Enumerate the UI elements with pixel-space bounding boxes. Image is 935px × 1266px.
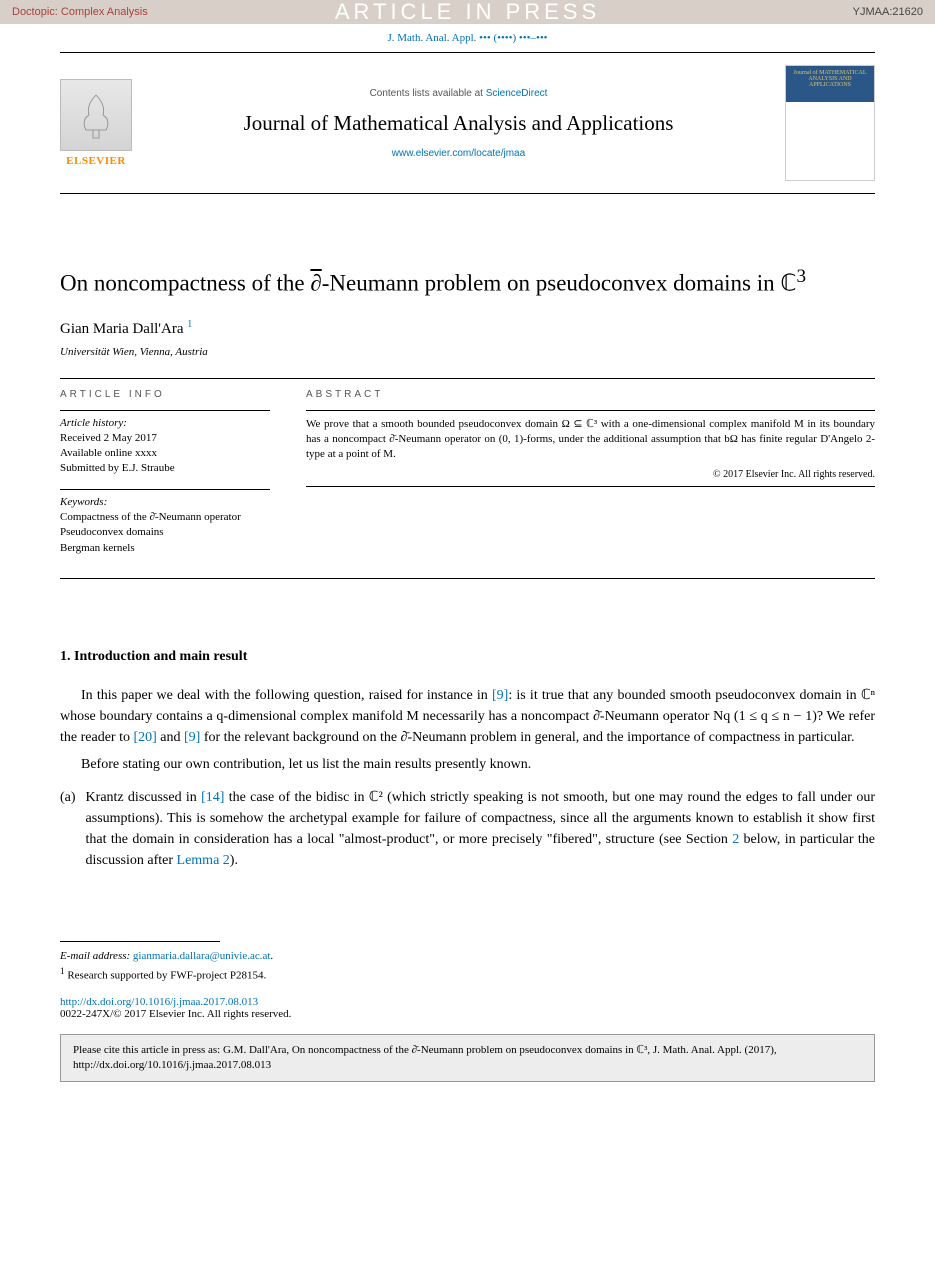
divider	[60, 378, 875, 379]
abstract-copyright: © 2017 Elsevier Inc. All rights reserved…	[306, 469, 875, 480]
list-item-a: (a) Krantz discussed in [14] the case of…	[60, 787, 875, 871]
keyword-2: Pseudoconvex domains	[60, 525, 270, 540]
article-in-press-banner: ARTICLE IN PRESS	[335, 0, 600, 25]
keyword-1: Compactness of the ∂̄-Neumann operator	[60, 510, 270, 525]
contents-line: Contents lists available at ScienceDirec…	[148, 88, 769, 99]
footer-area: E-mail address: gianmaria.dallara@univie…	[0, 941, 935, 1020]
email-label: E-mail address:	[60, 950, 133, 962]
list-content-a: Krantz discussed in [14] the case of the…	[86, 787, 875, 871]
main-content: On noncompactness of the ∂-Neumann probl…	[0, 194, 935, 901]
abstract-text: We prove that a smooth bounded pseudocon…	[306, 410, 875, 463]
item-a-text-4: ).	[230, 853, 238, 868]
cover-body	[786, 102, 874, 180]
elsevier-tree-icon	[60, 79, 132, 151]
elsevier-text: ELSEVIER	[60, 155, 132, 167]
submitted-line: Submitted by E.J. Straube	[60, 461, 270, 476]
fn1-text: Research supported by FWF-project P28154…	[65, 969, 267, 981]
top-bar: Doctopic: Complex Analysis ARTICLE IN PR…	[0, 0, 935, 24]
ref-20-link[interactable]: [20]	[133, 730, 156, 745]
keywords-section: Keywords: Compactness of the ∂̄-Neumann …	[60, 489, 270, 556]
author-text: Gian Maria Dall'Ara	[60, 321, 184, 337]
item-a-text-1: Krantz discussed in	[86, 790, 202, 805]
abstract-end-rule	[306, 486, 875, 487]
ref-9-link-b[interactable]: [9]	[184, 730, 200, 745]
received-line: Received 2 May 2017	[60, 431, 270, 446]
divider-2	[60, 578, 875, 579]
journal-url[interactable]: www.elsevier.com/locate/jmaa	[148, 148, 769, 159]
para1-text-a: In this paper we deal with the following…	[81, 688, 492, 703]
doi-link[interactable]: http://dx.doi.org/10.1016/j.jmaa.2017.08…	[60, 996, 875, 1008]
email-period: .	[270, 950, 273, 962]
sciencedirect-link[interactable]: ScienceDirect	[486, 88, 548, 99]
section-1-title: 1. Introduction and main result	[60, 649, 875, 665]
keyword-3: Bergman kernels	[60, 541, 270, 556]
ref-14-link[interactable]: [14]	[201, 790, 224, 805]
abstract-label: ABSTRACT	[306, 389, 875, 400]
header-center: Contents lists available at ScienceDirec…	[148, 88, 769, 159]
article-title: On noncompactness of the ∂-Neumann probl…	[60, 264, 875, 299]
ref-lemma-2-link[interactable]: Lemma 2	[177, 853, 230, 868]
citation-box: Please cite this article in press as: G.…	[60, 1034, 875, 1083]
elsevier-logo: ELSEVIER	[60, 79, 132, 167]
email-footnote: E-mail address: gianmaria.dallara@univie…	[60, 948, 875, 965]
author-affiliation: Universität Wien, Vienna, Austria	[60, 346, 875, 358]
journal-cover-thumbnail: Journal of MATHEMATICAL ANALYSIS AND APP…	[785, 65, 875, 181]
para1-text-c: and	[157, 730, 184, 745]
article-info-column: ARTICLE INFO Article history: Received 2…	[60, 389, 270, 568]
cover-title: Journal of MATHEMATICAL ANALYSIS AND APP…	[786, 66, 874, 102]
ref-9-link[interactable]: [9]	[492, 688, 508, 703]
article-info-label: ARTICLE INFO	[60, 389, 270, 400]
journal-header: ELSEVIER Contents lists available at Sci…	[60, 52, 875, 194]
contents-prefix: Contents lists available at	[370, 88, 486, 99]
article-id: YJMAA:21620	[853, 6, 923, 18]
journal-reference: J. Math. Anal. Appl. ••• (••••) •••–•••	[0, 24, 935, 52]
info-abstract-row: ARTICLE INFO Article history: Received 2…	[60, 389, 875, 568]
rights-line: 0022-247X/© 2017 Elsevier Inc. All right…	[60, 1008, 875, 1020]
journal-name: Journal of Mathematical Analysis and App…	[148, 111, 769, 136]
available-line: Available online xxxx	[60, 446, 270, 461]
list-marker-a: (a)	[60, 787, 76, 871]
history-heading: Article history:	[60, 417, 270, 429]
author-name: Gian Maria Dall'Ara 1	[60, 319, 875, 338]
footnotes-rule	[60, 941, 220, 942]
funding-footnote: 1 Research supported by FWF-project P281…	[60, 965, 875, 984]
intro-para-1: In this paper we deal with the following…	[60, 685, 875, 748]
intro-para-2: Before stating our own contribution, let…	[60, 754, 875, 775]
article-history: Article history: Received 2 May 2017 Ava…	[60, 410, 270, 477]
doctopic-label: Doctopic: Complex Analysis	[12, 6, 148, 18]
email-link[interactable]: gianmaria.dallara@univie.ac.at	[133, 950, 270, 962]
keywords-heading: Keywords:	[60, 496, 270, 508]
author-footnote-mark[interactable]: 1	[187, 319, 192, 330]
para1-text-d: for the relevant background on the ∂̄-Ne…	[200, 730, 854, 745]
abstract-column: ABSTRACT We prove that a smooth bounded …	[306, 389, 875, 568]
